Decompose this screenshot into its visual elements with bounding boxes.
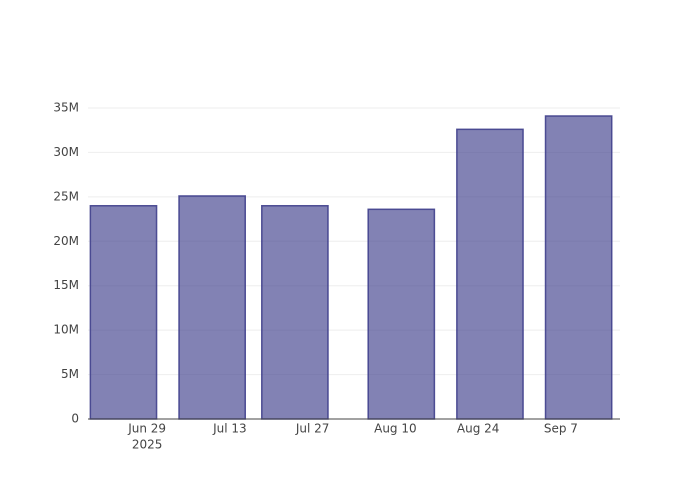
x-tick-label: Aug 10: [374, 422, 417, 436]
y-tick-label: 0: [71, 412, 79, 426]
bar: [89, 204, 158, 420]
x-tick-label: Jul 13: [212, 422, 247, 436]
bar: [456, 128, 524, 420]
x-tick-label: Sep 7: [544, 422, 578, 436]
y-tick-label: 5M: [61, 367, 79, 381]
x-tick-label: Aug 24: [457, 422, 500, 436]
y-tick-label: 10M: [53, 323, 79, 337]
x-year-label: 2025: [132, 438, 163, 452]
bar: [367, 208, 436, 420]
y-tick-label: 20M: [53, 234, 79, 248]
x-tick-label: Jun 29: [127, 422, 166, 436]
bar: [178, 195, 246, 420]
bar: [261, 204, 329, 420]
y-tick-label: 30M: [53, 145, 79, 159]
y-tick-label: 15M: [53, 278, 79, 292]
x-tick-label: Jul 27: [295, 422, 330, 436]
y-tick-label: 35M: [53, 101, 79, 115]
bar: [544, 115, 613, 420]
y-tick-label: 25M: [53, 189, 79, 203]
